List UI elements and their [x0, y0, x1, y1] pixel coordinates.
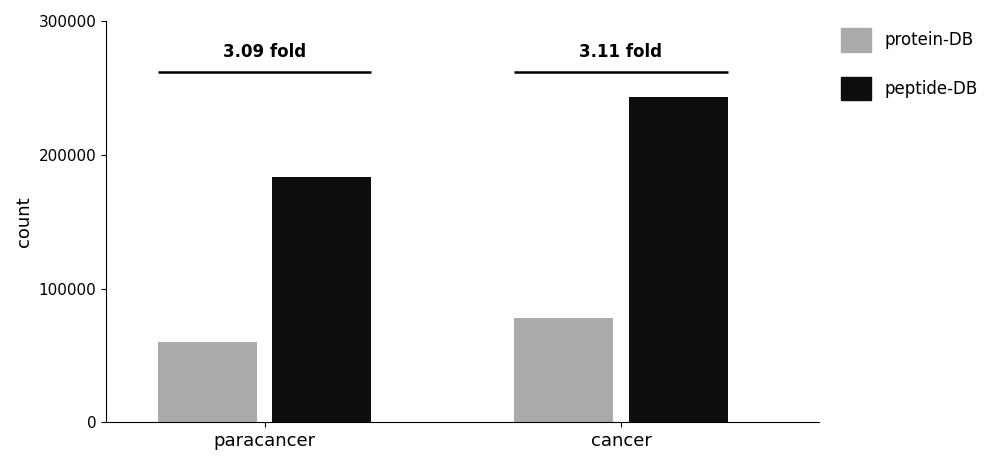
Y-axis label: count: count [15, 196, 33, 247]
Text: 3.11 fold: 3.11 fold [579, 43, 662, 61]
Bar [158, 342, 257, 422]
Bar [272, 178, 371, 422]
Text: 3.09 fold: 3.09 fold [223, 43, 306, 61]
Legend: protein-DB, peptide-DB: protein-DB, peptide-DB [834, 21, 984, 107]
Bar [629, 97, 728, 422]
Bar [514, 318, 613, 422]
